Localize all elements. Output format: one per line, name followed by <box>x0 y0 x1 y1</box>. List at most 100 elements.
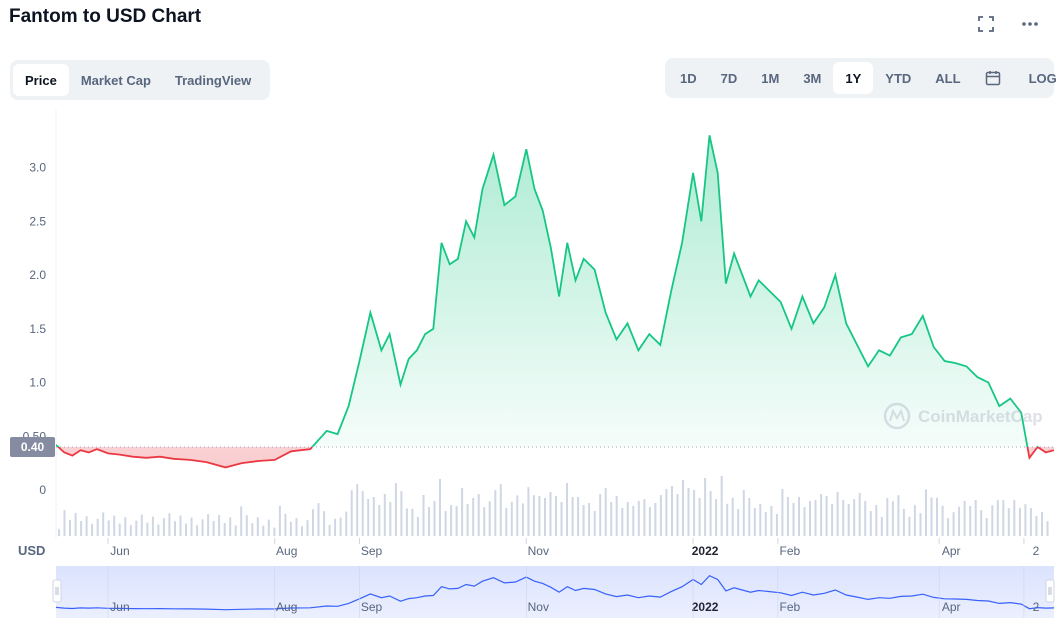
volume-bar <box>444 511 447 536</box>
volume-bar <box>831 504 834 536</box>
volume-bar <box>753 508 756 536</box>
y-tick-label: 1.0 <box>29 376 46 390</box>
volume-bar <box>295 518 298 536</box>
volume-bar <box>731 497 734 536</box>
range-1d[interactable]: 1D <box>680 70 697 86</box>
volume-bar <box>936 497 938 536</box>
navigator-handle-left[interactable] <box>52 579 62 603</box>
volume-bar <box>792 503 795 536</box>
calendar-icon[interactable] <box>973 62 1013 94</box>
volume-bar <box>809 501 811 536</box>
volume-bar <box>665 489 668 536</box>
volume-bar <box>107 520 110 536</box>
range-all[interactable]: ALL <box>935 70 961 86</box>
volume-bar <box>704 478 707 536</box>
range-3m[interactable]: 3M <box>803 70 822 86</box>
volume-bar <box>146 522 149 536</box>
volume-bar <box>682 480 684 536</box>
volume-bar <box>190 517 193 536</box>
navigator-tick-label: Sep <box>361 600 383 614</box>
volume-bar <box>1002 500 1005 536</box>
volume-bar <box>334 518 337 536</box>
volume-bar <box>494 490 497 536</box>
volume-bar <box>952 512 955 536</box>
volume-bar <box>345 511 348 536</box>
volume-bar <box>273 527 276 536</box>
volume-bar <box>676 494 679 536</box>
y-tick-label: 2.0 <box>29 268 46 282</box>
log-scale-button[interactable]: LOG <box>1028 70 1057 86</box>
volume-bar <box>439 479 441 536</box>
volume-bar <box>218 515 221 536</box>
volume-bar <box>80 521 83 536</box>
x-tick-label: Aug <box>276 544 297 558</box>
range-ytd[interactable]: YTD <box>885 70 912 86</box>
volume-bar <box>770 506 773 536</box>
volume-bar <box>864 501 867 536</box>
volume-bar <box>654 503 657 536</box>
volume-bar <box>566 483 568 536</box>
volume-bar <box>886 498 889 536</box>
more-icon[interactable] <box>1020 14 1040 34</box>
volume-bar <box>715 499 718 536</box>
volume-bar <box>118 523 121 536</box>
volume-bar <box>113 515 116 536</box>
volume-bar <box>1007 508 1010 536</box>
range-7d[interactable]: 7D <box>720 70 738 86</box>
volume-bar <box>803 507 806 536</box>
volume-bar <box>416 516 419 536</box>
volume-bar <box>499 484 502 536</box>
range-1m[interactable]: 1M <box>761 70 780 86</box>
navigator-tick-label: Nov <box>528 600 549 614</box>
navigator-handle-right[interactable] <box>1045 579 1055 603</box>
price-line-up <box>56 135 1040 447</box>
volume-bar <box>1046 521 1049 536</box>
volume-bar <box>185 523 187 536</box>
tab-market-cap[interactable]: Market Cap <box>80 72 151 88</box>
volume-bar <box>383 494 386 536</box>
volume-bar <box>632 506 635 536</box>
volume-bar <box>610 502 613 536</box>
volume-bar <box>869 511 872 536</box>
x-tick-label: Feb <box>779 544 800 558</box>
volume-bar <box>278 505 281 536</box>
volume-bar <box>991 505 994 536</box>
volume-bar <box>902 508 905 536</box>
volume-bar <box>1024 504 1027 536</box>
volume-bar <box>168 513 171 536</box>
navigator-tick-label: 2022 <box>692 600 719 614</box>
navigator[interactable]: Jun Aug Sep Nov 2022 Feb Apr 2 <box>52 566 1055 618</box>
tab-price[interactable]: Price <box>13 64 69 96</box>
volume-bar <box>626 502 629 536</box>
x-tick-label: 2022 <box>692 544 719 558</box>
navigator-line <box>55 574 1055 611</box>
navigator-tick-label: Jun <box>110 600 129 614</box>
volume-bar <box>582 505 585 536</box>
y-tick-label: 1.5 <box>29 322 46 336</box>
volume-bar <box>820 494 823 536</box>
volume-bar <box>129 525 132 536</box>
volume-bar <box>825 496 828 536</box>
volume-bar <box>91 523 94 536</box>
volume-bar <box>958 506 961 536</box>
volume-bar <box>974 500 977 536</box>
time-range-selector: 1D 7D 1M 3M 1Y YTD ALL LOG <box>665 58 1057 98</box>
range-1y[interactable]: 1Y <box>833 62 874 94</box>
watermark: CoinMarketCap <box>883 402 1043 430</box>
volume-bar <box>400 491 403 536</box>
volume-bar <box>604 488 607 536</box>
tab-tradingview[interactable]: TradingView <box>174 72 252 88</box>
volume-bar <box>527 487 530 536</box>
volume-bar <box>742 490 745 536</box>
volume-bar <box>1013 499 1016 536</box>
volume-bar <box>648 507 651 536</box>
volume-bar <box>157 524 160 536</box>
volume-bar <box>919 513 922 536</box>
volume-bar <box>289 521 292 536</box>
volume-bar <box>643 499 646 536</box>
volume-bar <box>323 511 326 536</box>
volume-bar <box>174 521 176 536</box>
volume-bar <box>571 497 574 536</box>
fullscreen-icon[interactable] <box>976 14 996 34</box>
